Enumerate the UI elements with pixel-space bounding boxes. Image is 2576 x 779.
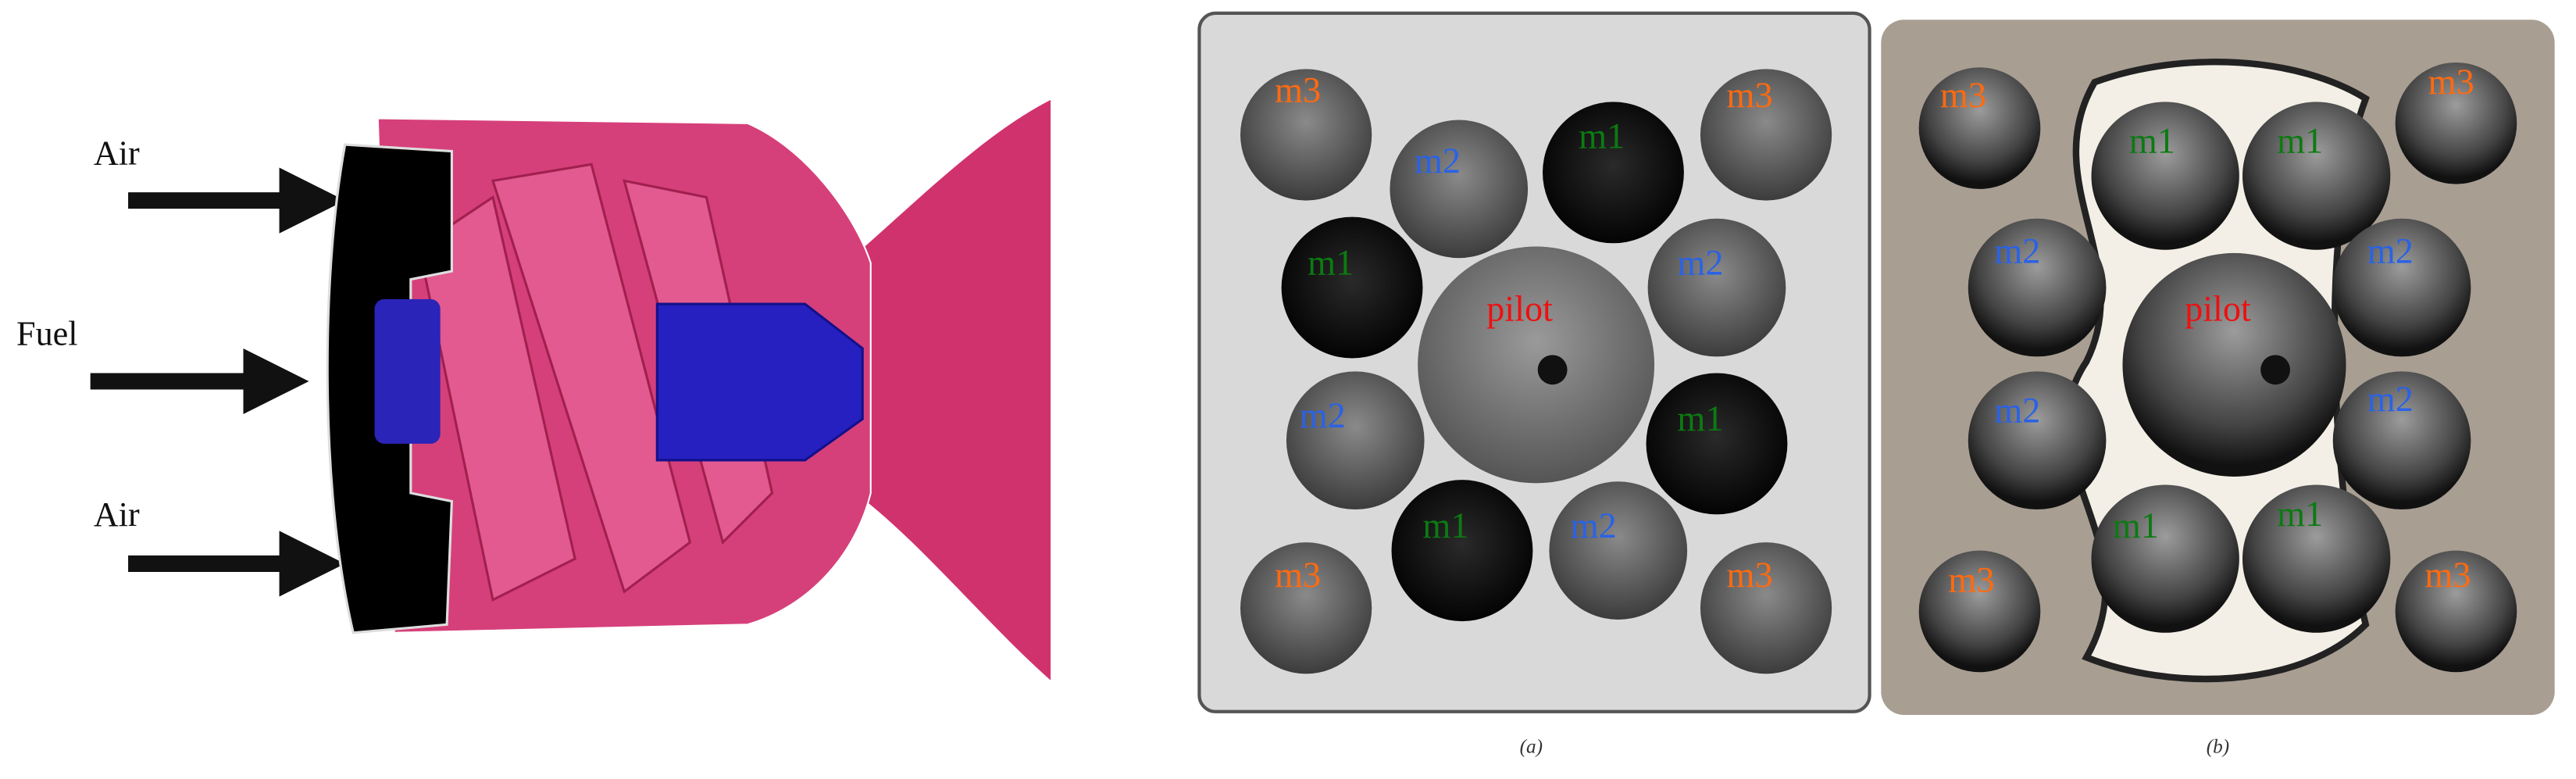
nozzle-label: m1: [2113, 506, 2159, 546]
nozzle-m1: [2091, 484, 2239, 633]
nozzle-m3: [2395, 62, 2517, 184]
nozzle-label: m2: [1300, 396, 1346, 436]
nozzle-label: m3: [2424, 556, 2471, 595]
nozzle-label: m3: [1726, 76, 1772, 116]
nozzle-m3: [1240, 542, 1372, 674]
nozzle-m2: [1968, 218, 2107, 357]
nozzles: [1918, 62, 2517, 673]
nozzle-label: m3: [1275, 71, 1321, 111]
nozzle-label: pilot: [2185, 289, 2251, 329]
nozzle-m1: [1646, 373, 1788, 515]
nozzle-m2: [1286, 371, 1425, 510]
panel-a: m3 m3 m2 m1 m1 m2 pilot m2 m1 m1 m2 m3 m…: [1197, 11, 1871, 757]
nozzle-label: m3: [2428, 63, 2474, 102]
nozzle-m2: [1549, 481, 1688, 620]
nozzle-m3: [1700, 542, 1832, 674]
nozzle-m1: [1281, 216, 1423, 359]
flow-label: Fuel: [16, 315, 78, 353]
nozzle-m1: [2242, 102, 2391, 250]
injector: Air Fuel Air: [16, 97, 1053, 684]
nozzle-label: m3: [1726, 556, 1772, 595]
nozzle-label: pilot: [1486, 289, 1553, 329]
nozzle-m3: [1240, 69, 1372, 201]
nozzle-label: m1: [1579, 116, 1625, 156]
nozzle-m2: [1968, 371, 2107, 510]
nozzle-m2: [1390, 120, 1529, 259]
nozzle-m1: [1391, 480, 1533, 622]
nozzle-label: m2: [2367, 380, 2414, 420]
caption: (b): [2207, 736, 2229, 757]
nozzle-label: m1: [2277, 122, 2323, 162]
nozzle-m2: [2332, 218, 2471, 357]
nozzle-pilot: [1418, 246, 1655, 484]
nozzle-label: m2: [1677, 243, 1723, 283]
nozzle-label: m2: [1994, 232, 2040, 272]
nozzles: [1240, 69, 1832, 674]
nozzle-label: m3: [1940, 76, 1986, 116]
nozzle-m3: [1918, 67, 2041, 189]
nozzle-m1: [2091, 102, 2239, 250]
hub: [374, 298, 441, 444]
nozzle-pilot: [2122, 252, 2346, 477]
nozzle-label: m2: [1571, 506, 1617, 546]
nozzle-label: m2: [1994, 391, 2040, 431]
nozzle-m3: [1700, 69, 1832, 201]
nozzle-label: m1: [1308, 243, 1354, 283]
flow-label: Air: [94, 134, 140, 172]
nozzle-label: m3: [1948, 560, 1994, 600]
nozzle-m3: [1918, 550, 2041, 673]
nozzle-label: m1: [1677, 399, 1723, 439]
center-body: [655, 302, 864, 462]
nozzle-hole: [1537, 355, 1568, 385]
panel-b: m3 m3 m1 m1 m2 m2 pilot m2 m2 m1 m1 m3 m…: [1881, 20, 2555, 757]
nozzle-label: m3: [1275, 556, 1321, 595]
nozzle-cone: [853, 97, 1053, 684]
caption: (a): [1520, 736, 1543, 757]
flow-label: Air: [94, 495, 140, 534]
nozzle-label: m1: [1422, 506, 1468, 546]
nozzle-m1: [2242, 484, 2391, 633]
nozzle-label: m2: [2367, 232, 2414, 272]
nozzle-label: m1: [2277, 495, 2323, 534]
nozzle-m3: [2395, 550, 2517, 673]
nozzle-label: m2: [1415, 141, 1461, 181]
nozzle-m1: [1543, 102, 1684, 244]
nozzle-hole: [2260, 355, 2291, 385]
nozzle-label: m1: [2129, 122, 2175, 162]
nozzle-m2: [1647, 218, 1786, 357]
nozzle-m2: [2332, 371, 2471, 510]
